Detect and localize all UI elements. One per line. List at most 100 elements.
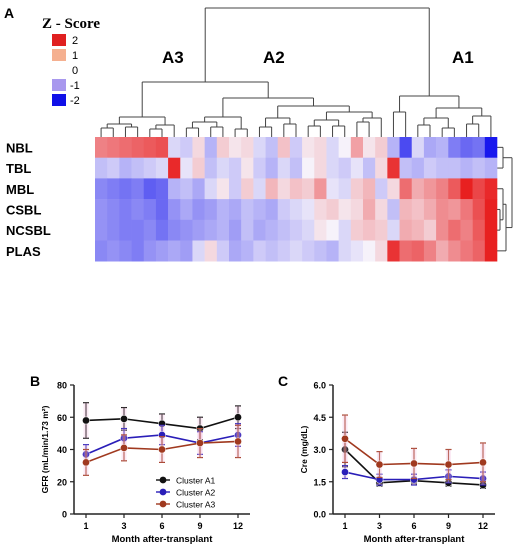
x-tick-label: 6 [159,521,164,531]
heatmap-cell [119,157,132,179]
y-tick-label: 60 [57,413,67,423]
heatmap-cell [326,240,339,262]
heatmap-cell [363,199,376,221]
heatmap-cell [131,157,145,179]
heatmap-cell [143,240,157,262]
heatmap-cell [204,137,218,158]
y-tick-label: 40 [57,445,67,455]
heatmap-cell [350,157,364,179]
zscore-legend: Z - Score 2 1 0 -1 -2 [42,16,100,107]
data-point [120,415,128,423]
series-3 [341,414,487,483]
y-axis-label: GFR (mL/min/1.73 m²) [40,405,50,493]
heatmap-cell [253,219,266,241]
legend-swatch [52,79,66,91]
heatmap-row-label: NCSBL [6,223,51,238]
heatmap-cell [338,178,352,200]
heatmap-cell [375,157,388,179]
heatmap-cell [277,219,291,241]
heatmap-cell [180,240,193,262]
data-point [82,458,90,467]
heatmap-cell [411,219,425,241]
heatmap-cell [265,137,279,158]
heatmap-cell [192,178,205,200]
heatmap-cell [375,199,388,221]
heatmap-cell [277,137,291,158]
heatmap-cell [302,178,315,200]
heatmap-cell [216,178,230,200]
heatmap-cell [484,178,498,200]
heatmap-cell [375,240,388,262]
heatmap-cell [302,199,315,221]
legend-marker [159,488,167,496]
heatmap-cell [387,240,400,262]
data-point [341,468,349,476]
heatmap-cell [289,199,303,221]
series-3 [82,424,242,476]
heatmap-cell [180,157,193,179]
heatmap-cell [484,137,498,158]
heatmap-cell [375,178,388,200]
heatmap-cell [204,199,218,221]
heatmap-cell [375,137,388,158]
heatmap-cell [314,178,327,200]
heatmap-cell [363,240,376,262]
heatmap-cell [448,199,461,221]
heatmap-cell [143,137,157,158]
panel-label-b: B [30,373,40,389]
heatmap-cell [143,199,157,221]
chart-legend: Cluster A1 Cluster A2 Cluster A3 [156,476,215,510]
heatmap-cell [229,240,242,262]
heatmap-cell [204,219,218,241]
heatmap-cell [448,219,461,241]
data-point [479,458,487,467]
heatmap-cell [180,199,193,221]
heatmap-cell [229,137,242,158]
heatmap-cell [265,240,279,262]
heatmap-cell [460,137,473,158]
chart-gfr: 0 20 40 60 80 1 3 6 9 12 Month after-transplant GFR… [40,381,250,545]
heatmap-cell [277,178,291,200]
y-tick-label: 0.0 [313,510,326,520]
heatmap-cell [229,219,242,241]
data-point [375,460,384,469]
heatmap-cell [204,240,218,262]
heatmap-cell [143,178,157,200]
heatmap-cell [411,240,425,262]
heatmap-cell [253,240,266,262]
heatmap-cell [192,137,205,158]
heatmap-cell [95,199,108,221]
legend-marker [159,500,167,508]
heatmap-cell [363,178,376,200]
heatmap-cell [229,199,242,221]
cluster-label-a3: A3 [162,48,184,67]
y-tick-label: 20 [57,477,67,487]
x-axis-label: Month after-transplant [364,534,466,545]
heatmap-cell [119,178,132,200]
y-tick-label: 80 [57,381,67,391]
heatmap-cell [216,157,230,179]
heatmap-cell [289,157,303,179]
heatmap-cell [265,178,279,200]
cluster-label-a2: A2 [263,48,285,67]
heatmap-cell [95,157,108,179]
heatmap-cell [350,199,364,221]
data-point [444,460,453,469]
x-tick-label: 1 [342,521,347,531]
heatmap-cell [241,178,254,200]
heatmap-cell [399,178,413,200]
heatmap-cell [216,219,230,241]
heatmap-cell [95,240,108,262]
heatmap-cell [241,199,254,221]
heatmap-cell [387,199,400,221]
heatmap-cell [436,240,449,262]
cluster-label-a1: A1 [452,48,474,67]
heatmap-cell [143,157,157,179]
data-point [341,434,349,443]
heatmap-cell [411,199,425,221]
heatmap-cell [338,137,352,158]
x-tick-label: 3 [377,521,382,531]
heatmap-row-label: NBL [6,140,33,155]
heatmap-cell [460,178,473,200]
legend-tick: -1 [70,80,80,92]
